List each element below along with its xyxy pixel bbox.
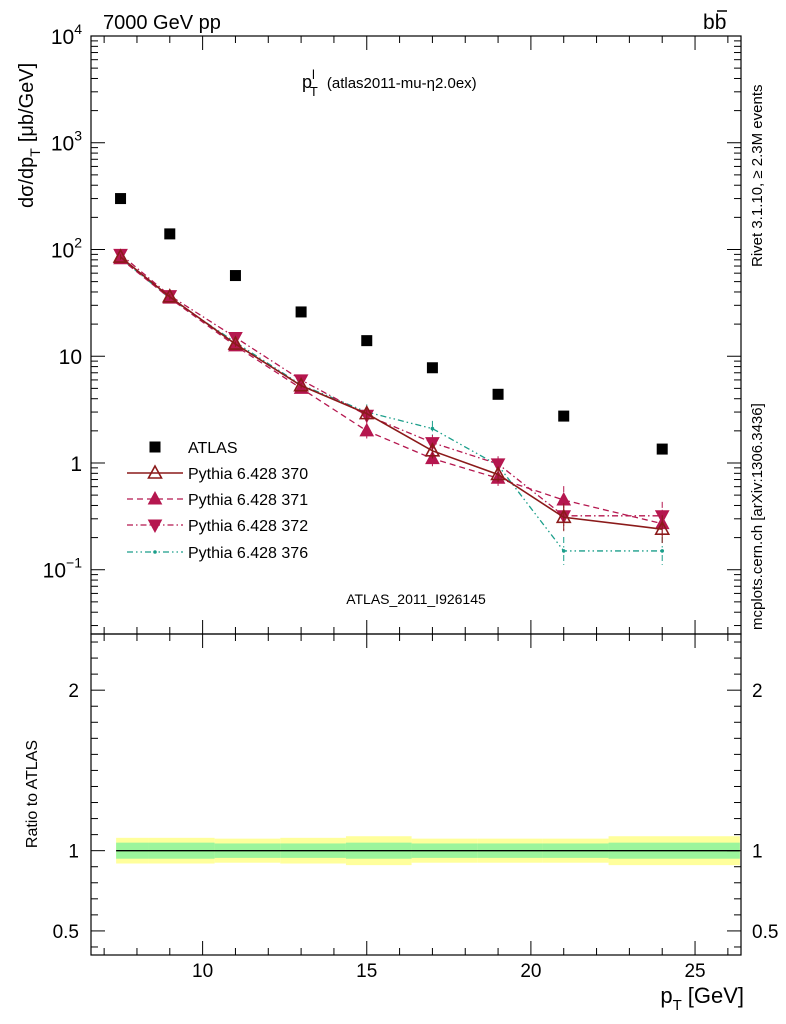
main-y-label-units: [μb/GeV] xyxy=(16,63,38,142)
point-pythia-6-428-371 xyxy=(359,422,375,437)
plot-title-sub: T xyxy=(310,84,318,99)
plot-title: pl T (atlas2011-mu-η2.0ex) xyxy=(302,67,477,99)
point-atlas xyxy=(295,306,307,318)
main-y-label-sub: T xyxy=(27,148,43,157)
ratio-y-tick-label-left: 2 xyxy=(68,681,79,702)
header-right: bb xyxy=(703,10,727,34)
legend-label-pythia-6-428-370: Pythia 6.428 370 xyxy=(188,466,308,483)
main-frame xyxy=(90,35,742,635)
legend-marker-pythia-6-428-376 xyxy=(153,550,157,554)
point-atlas xyxy=(558,410,570,422)
ratio-y-tick-label-right: 1 xyxy=(752,842,763,863)
point-atlas xyxy=(426,362,438,374)
legend-label-pythia-6-428-371: Pythia 6.428 371 xyxy=(188,492,308,509)
series-line-pythia-6-428-370 xyxy=(120,256,663,530)
point-pythia-6-428-370 xyxy=(654,520,671,535)
point-pythia-6-428-370 xyxy=(424,442,441,457)
x-axis-label-units: [GeV] xyxy=(688,983,744,1008)
main-y-tick-label: 10−1 xyxy=(43,555,83,583)
svg-text:bb: bb xyxy=(703,11,726,34)
series-line-pythia-6-428-372 xyxy=(120,253,663,517)
rivet-label: Rivet 3.1.10, ≥ 2.3M events xyxy=(749,85,766,268)
x-axis-label-main: p xyxy=(660,983,672,1008)
header-left: 7000 GeV pp xyxy=(103,12,221,34)
point-pythia-6-428-370 xyxy=(358,404,375,420)
main-y-tick-label: 10 xyxy=(59,346,82,369)
point-pythia-6-428-376 xyxy=(561,549,566,553)
legend: ATLAS Pythia 6.428 370 Pythia 6.428 371 Pyt… xyxy=(127,440,308,562)
legend-marker-pythia-6-428-370 xyxy=(147,464,163,479)
main-y-tick-label: 103 xyxy=(51,128,82,156)
main-y-tick-label: 1 xyxy=(70,453,82,476)
main-y-tick-label: 102 xyxy=(51,234,82,262)
analysis-label: ATLAS_2011_I926145 xyxy=(346,591,486,607)
point-atlas xyxy=(164,228,176,240)
point-atlas xyxy=(115,193,127,205)
point-pythia-6-428-370 xyxy=(293,376,309,392)
point-atlas xyxy=(656,443,668,455)
point-pythia-6-428-370 xyxy=(161,288,178,303)
point-pythia-6-428-370 xyxy=(112,248,129,263)
x-tick-label: 20 xyxy=(520,961,541,982)
plot-title-main: p xyxy=(302,72,312,92)
point-pythia-6-428-370 xyxy=(490,465,506,481)
ratio-y-tick-label-left: 1 xyxy=(68,842,79,863)
plot-title-extra: (atlas2011-mu-η2.0ex) xyxy=(327,75,477,92)
ratio-y-label: Ratio to ATLAS xyxy=(24,740,41,848)
point-atlas xyxy=(229,270,241,282)
series-line-pythia-6-428-371 xyxy=(120,258,663,525)
legend-label-atlas: ATLAS xyxy=(188,440,238,457)
header-right-bar: b xyxy=(715,11,727,34)
legend-marker-atlas xyxy=(149,441,161,453)
point-pythia-6-428-370 xyxy=(555,508,572,524)
ratio-y-tick-label-right: 0.5 xyxy=(752,922,778,943)
x-axis-label-sub: T xyxy=(673,997,682,1014)
legend-marker-pythia-6-428-372 xyxy=(147,519,163,534)
header-right-main: b xyxy=(703,11,715,34)
ratio-panel: 10 15 20 25 0.5 0.5 1 1 2 2 xyxy=(53,633,778,982)
x-tick-label: 25 xyxy=(684,961,705,982)
main-y-label: dσ/dpT [μb/GeV] xyxy=(16,63,43,208)
ratio-y-tick-label-right: 2 xyxy=(752,681,763,702)
point-atlas xyxy=(361,335,373,347)
x-tick-label: 10 xyxy=(192,961,213,982)
ratio-y-tick-label-left: 0.5 xyxy=(53,922,79,943)
x-tick-label: 15 xyxy=(356,961,377,982)
point-pythia-6-428-372 xyxy=(490,458,506,472)
plot-title-sup: l xyxy=(312,67,315,82)
point-pythia-6-428-376 xyxy=(660,549,665,553)
main-y-tick-label: 104 xyxy=(51,21,82,49)
point-atlas xyxy=(492,388,504,400)
ratio-frame xyxy=(90,633,742,956)
mcplots-label: mcplots.cern.ch [arXiv:1306.3436] xyxy=(749,403,766,630)
legend-label-pythia-6-428-372: Pythia 6.428 372 xyxy=(188,518,308,535)
x-axis-label: pT [GeV] xyxy=(660,983,744,1014)
point-pythia-6-428-376 xyxy=(430,426,435,431)
point-pythia-6-428-370 xyxy=(227,335,244,350)
legend-label-pythia-6-428-376: Pythia 6.428 376 xyxy=(188,545,308,562)
main-y-label-main: dσ/dp xyxy=(16,157,38,208)
legend-marker-pythia-6-428-371 xyxy=(147,490,163,505)
